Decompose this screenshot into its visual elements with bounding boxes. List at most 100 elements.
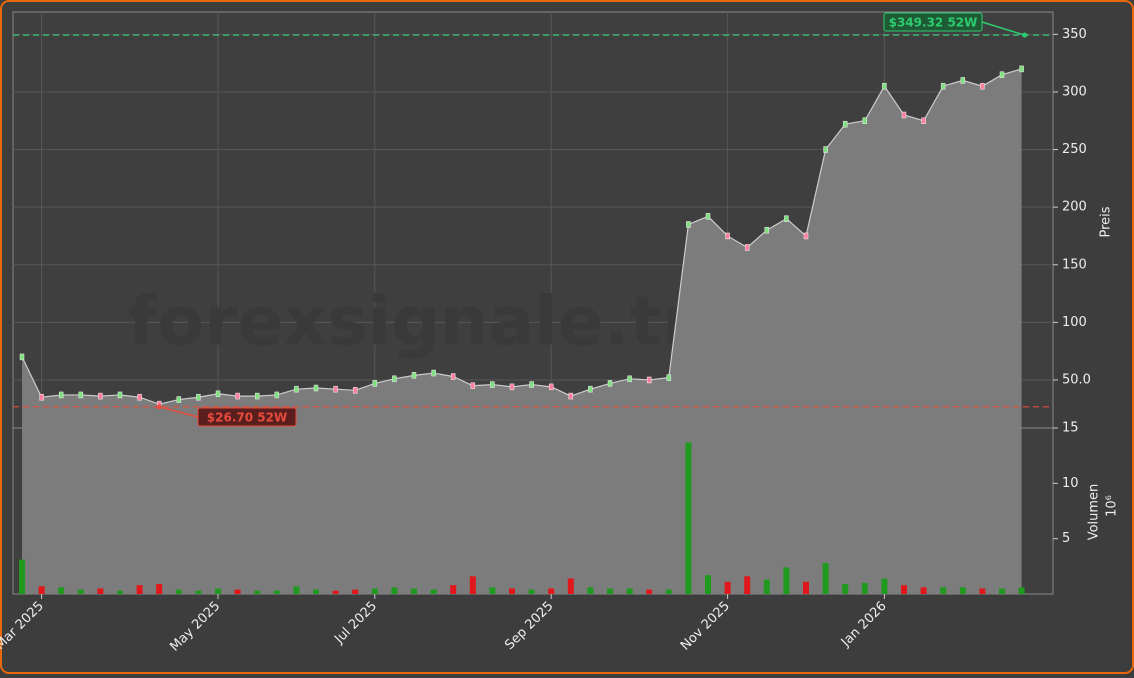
price-candle [842, 120, 848, 128]
volume-bar [136, 585, 143, 594]
y-tick-label: 150 [1062, 257, 1087, 272]
volume-bar [77, 589, 84, 594]
price-candle [19, 353, 25, 361]
volume-bar [117, 590, 123, 594]
price-candle [803, 232, 809, 240]
volume-bar [646, 589, 653, 594]
price-candle [686, 221, 691, 228]
price-candle [294, 385, 299, 393]
annotation-box [883, 12, 983, 32]
annotation-arrow-head [1022, 32, 1028, 38]
y-axis-unit: 10⁶ [1105, 495, 1120, 517]
price-candle [39, 393, 44, 401]
annotation: $26.70 52W [156, 404, 297, 427]
y-axis-title: Volumen [1087, 484, 1102, 541]
price-candle [725, 232, 730, 240]
price-candle [862, 117, 868, 125]
annotation: $349.32 52W [883, 12, 1028, 38]
price-candle [705, 213, 711, 220]
volume-bar [744, 576, 751, 594]
volume-bar [842, 584, 849, 594]
price-candle [568, 392, 574, 400]
price-candle [372, 380, 378, 387]
volume-bar [391, 587, 398, 594]
price-candle [215, 390, 221, 398]
price-candle [176, 396, 182, 403]
volume-bar [528, 589, 535, 594]
y-tick-label: 15 [1062, 421, 1079, 436]
price-candle [627, 375, 632, 383]
y-tick-label: 350 [1062, 27, 1087, 42]
price-candle [588, 385, 593, 393]
price-candle [529, 381, 534, 388]
volume-bar [175, 589, 182, 594]
price-candle [58, 391, 64, 399]
price-candle [313, 384, 319, 392]
price-candle [235, 392, 240, 400]
volume-bar [489, 587, 496, 594]
price-candle [666, 374, 672, 381]
volume-bar [901, 585, 907, 594]
price-candle [646, 376, 652, 384]
price-candle [274, 391, 280, 399]
volume-bar [881, 578, 888, 594]
volume-bar [959, 587, 966, 594]
price-candle [254, 392, 260, 400]
price-candle [431, 369, 436, 377]
price-candle [901, 111, 907, 119]
annotation-label: $26.70 52W [207, 411, 287, 425]
volume-bar [979, 588, 986, 594]
volume-bar [313, 589, 319, 594]
y-tick-label: 200 [1062, 200, 1087, 215]
y-tick-label: 5 [1062, 531, 1070, 546]
y-tick-label: 50.0 [1062, 372, 1091, 387]
price-candle [607, 380, 613, 387]
volume-bar [999, 588, 1005, 594]
price-area [22, 68, 1022, 595]
volume-bar [705, 575, 711, 594]
price-candle [999, 71, 1005, 78]
volume-bar [567, 578, 574, 594]
volume-bar [822, 563, 829, 594]
volume-bar [254, 590, 261, 594]
volume-bar [293, 586, 300, 594]
volume-bar [920, 587, 927, 594]
annotation-arrow [159, 406, 199, 418]
volume-bar [685, 442, 692, 594]
volume-bar [626, 588, 633, 594]
price-candle [509, 383, 515, 391]
price-candle [78, 391, 84, 399]
volume-bar [195, 590, 202, 594]
volume-bar [352, 589, 359, 594]
volume-bar [763, 579, 770, 594]
volume-bar [19, 559, 25, 594]
volume-bar [273, 590, 280, 594]
price-candle [960, 77, 966, 84]
price-candle [882, 82, 887, 90]
volume-bar [509, 588, 515, 594]
price-candle [1019, 65, 1024, 73]
volume-bar [411, 588, 417, 594]
price-candle [333, 385, 338, 393]
price-candle [764, 226, 770, 234]
price-candle [744, 244, 750, 251]
y-tick-label: 10 [1062, 476, 1079, 491]
y-tick-label: 100 [1062, 315, 1087, 330]
price-candle [940, 82, 946, 90]
volume-bar [371, 588, 378, 594]
price-candle [921, 117, 926, 125]
price-line [21, 68, 1022, 405]
price-candle [352, 387, 358, 394]
price-candle [548, 383, 554, 391]
volume-bar [665, 589, 672, 594]
price-candle [450, 373, 456, 380]
volume-bar [861, 582, 868, 594]
y-axis-title: Preis [1099, 206, 1114, 237]
price-candle [196, 393, 201, 401]
volume-bar [940, 587, 947, 594]
volume-bar [97, 588, 104, 594]
plot-layer: Mar 2025 May 2025 Jul 2025 Sep 2025 Nov 2025… [0, 11, 1120, 655]
annotation-arrow-head [156, 404, 162, 410]
volume-bar [783, 567, 790, 594]
volume-bar [38, 586, 45, 594]
